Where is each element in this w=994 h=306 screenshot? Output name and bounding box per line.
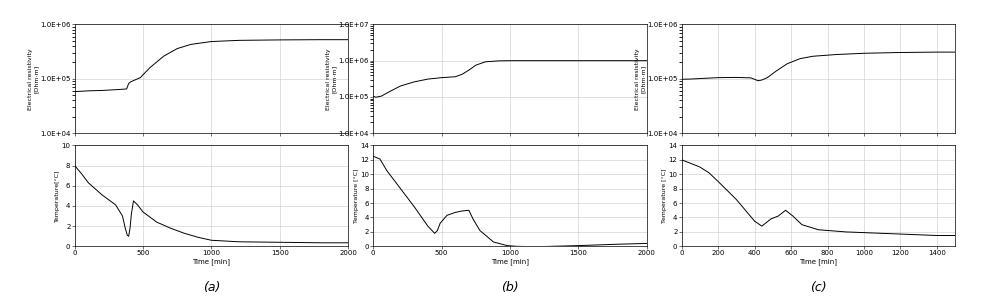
X-axis label: Time [min]: Time [min]: [192, 258, 231, 265]
X-axis label: Time [min]: Time [min]: [798, 258, 837, 265]
Y-axis label: Electrical resistivity
[Ohm·m]: Electrical resistivity [Ohm·m]: [28, 48, 39, 110]
Y-axis label: Electrical resistivity
[Ohm·m]: Electrical resistivity [Ohm·m]: [634, 48, 645, 110]
Y-axis label: Temperature[°C]: Temperature[°C]: [55, 170, 60, 222]
X-axis label: Time [min]: Time [min]: [490, 258, 529, 265]
Text: (a): (a): [203, 281, 220, 294]
Y-axis label: Electrical resistivity
[Ohm·m]: Electrical resistivity [Ohm·m]: [326, 48, 337, 110]
Text: (c): (c): [809, 281, 826, 294]
Text: (b): (b): [501, 281, 518, 294]
Y-axis label: Temperature [°C]: Temperature [°C]: [661, 169, 666, 223]
Y-axis label: Temperature [°C]: Temperature [°C]: [353, 169, 358, 223]
